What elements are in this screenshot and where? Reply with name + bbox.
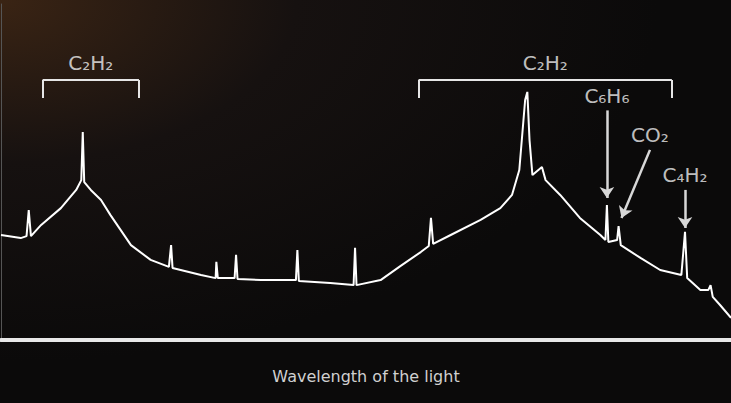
svg-text:CO₂: CO₂ [631,123,669,147]
svg-text:Wavelength of the light: Wavelength of the light [272,367,459,386]
svg-text:C₂H₂: C₂H₂ [68,51,113,75]
svg-text:C₂H₂: C₂H₂ [523,51,568,75]
svg-text:C₄H₂: C₄H₂ [662,163,707,187]
svg-text:C₆H₆: C₆H₆ [584,84,629,108]
